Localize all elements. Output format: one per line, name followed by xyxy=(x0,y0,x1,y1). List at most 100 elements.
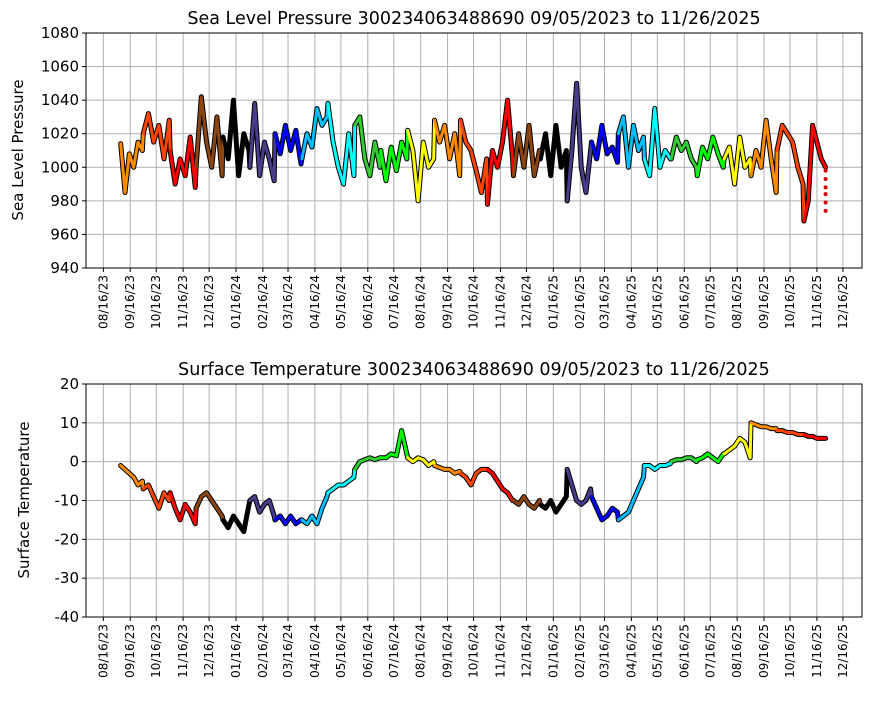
temperature-series-segment xyxy=(616,464,646,522)
pressure-end-marker xyxy=(823,185,828,190)
pressure-x-tick-label: 12/16/23 xyxy=(202,275,216,329)
pressure-y-tick-label: 1080 xyxy=(41,24,79,42)
pressure-x-tick-label: 10/16/25 xyxy=(783,275,797,329)
temperature-series-segment xyxy=(565,467,593,506)
pressure-end-marker xyxy=(823,177,828,182)
temperature-x-tick-label: 09/16/23 xyxy=(123,624,137,678)
temperature-x-tick-label: 10/16/25 xyxy=(783,624,797,678)
temperature-series-segment xyxy=(168,491,198,526)
pressure-series-segment xyxy=(168,135,198,189)
pressure-y-tick-label: 1060 xyxy=(41,58,79,76)
temperature-series-segment xyxy=(589,495,620,522)
pressure-y-tick-label: 1000 xyxy=(41,158,79,176)
pressure-x-tick-label: 08/16/24 xyxy=(414,275,428,329)
pressure-x-tick-label: 08/16/23 xyxy=(96,275,110,329)
pressure-x-tick-label: 09/16/25 xyxy=(757,275,771,329)
pressure-x-tick-label: 12/16/25 xyxy=(836,275,850,329)
pressure-end-marker xyxy=(823,192,828,197)
pressure-series-segment xyxy=(749,118,779,194)
temperature-series-segment xyxy=(119,464,145,491)
pressure-series-segment xyxy=(669,135,699,178)
pressure-x-tick-label: 03/16/25 xyxy=(597,275,611,329)
temperature-series-segment xyxy=(194,491,225,522)
pressure-series-segment xyxy=(459,118,489,206)
pressure-series-segment xyxy=(194,95,225,178)
pressure-x-tick-label: 02/16/24 xyxy=(256,275,270,329)
pressure-x-tick-label: 12/16/24 xyxy=(519,275,533,329)
pressure-series-segment xyxy=(695,135,726,178)
temperature-series-segment xyxy=(538,467,569,514)
temperature-x-tick-label: 12/16/25 xyxy=(836,624,850,678)
pressure-series-segment xyxy=(775,123,806,223)
temperature-x-tick-label: 10/16/24 xyxy=(467,624,481,678)
pressure-x-tick-label: 11/16/23 xyxy=(176,275,190,329)
temperature-x-tick-label: 08/16/25 xyxy=(730,624,744,678)
pressure-x-tick-label: 10/16/23 xyxy=(149,275,163,329)
temperature-series-segment xyxy=(669,456,699,464)
temperature-x-tick-label: 05/16/24 xyxy=(334,624,348,678)
temperature-x-tick-label: 08/16/24 xyxy=(414,624,428,678)
pressure-series-segment xyxy=(802,123,828,223)
pressure-x-tick-label: 02/16/25 xyxy=(573,275,587,329)
pressure-y-tick-label: 1040 xyxy=(41,91,79,109)
temperature-x-tick-label: 01/16/24 xyxy=(229,624,243,678)
pressure-series-segment xyxy=(379,128,410,183)
temperature-x-tick-label: 08/16/23 xyxy=(96,624,110,678)
pressure-x-tick-label: 07/16/25 xyxy=(703,275,717,329)
temperature-series-segment xyxy=(406,456,437,468)
temperature-series-segment xyxy=(141,483,172,510)
pressure-series-segment xyxy=(221,98,252,178)
temperature-series-segment xyxy=(248,495,277,522)
pressure-y-axis-label: Sea Level Pressure xyxy=(9,79,27,220)
temperature-x-tick-label: 12/16/23 xyxy=(202,624,216,678)
pressure-x-tick-label: 04/16/25 xyxy=(624,275,638,329)
pressure-end-marker xyxy=(823,208,828,213)
temperature-x-tick-label: 07/16/24 xyxy=(387,624,401,678)
pressure-x-tick-label: 01/16/24 xyxy=(229,275,243,329)
temperature-x-tick-label: 04/16/25 xyxy=(624,624,638,678)
pressure-x-tick-label: 03/16/24 xyxy=(281,275,295,329)
pressure-x-tick-label: 11/16/25 xyxy=(810,275,824,329)
pressure-series-segment xyxy=(722,135,753,186)
pressure-series-segment xyxy=(273,123,304,166)
pressure-series-segment xyxy=(511,123,542,178)
temperature-x-tick-label: 03/16/25 xyxy=(597,624,611,678)
temperature-series-segment xyxy=(221,499,252,534)
pressure-series-segment xyxy=(538,123,569,203)
pressure-x-tick-label: 08/16/25 xyxy=(730,275,744,329)
temperature-series-segment xyxy=(326,467,357,495)
pressure-axes-frame xyxy=(85,32,863,269)
temperature-y-axis-label: Surface Temperature xyxy=(15,422,33,579)
pressure-x-tick-label: 05/16/25 xyxy=(650,275,664,329)
pressure-end-marker xyxy=(823,168,828,173)
pressure-x-tick-label: 11/16/24 xyxy=(493,275,507,329)
pressure-x-tick-label: 01/16/25 xyxy=(546,275,560,329)
temperature-y-tick-label: 0 xyxy=(69,453,79,471)
temperature-x-tick-label: 11/16/24 xyxy=(493,624,507,678)
pressure-series-segment xyxy=(119,132,145,194)
pressure-x-tick-label: 04/16/24 xyxy=(308,275,322,329)
temperature-x-tick-label: 09/16/24 xyxy=(441,624,455,678)
pressure-x-tick-label: 06/16/24 xyxy=(361,275,375,329)
temperature-series-segment xyxy=(802,432,828,440)
pressure-y-tick-label: 940 xyxy=(50,259,79,277)
pressure-y-tick-label: 960 xyxy=(50,225,79,243)
pressure-x-tick-label: 07/16/24 xyxy=(387,275,401,329)
pressure-series-segment xyxy=(248,102,277,183)
pressure-y-tick-label: 1020 xyxy=(41,125,79,143)
temperature-x-tick-label: 01/16/25 xyxy=(546,624,560,678)
temperature-x-tick-label: 10/16/23 xyxy=(149,624,163,678)
temperature-x-tick-label: 04/16/24 xyxy=(308,624,322,678)
pressure-subplot: Sea Level Pressure 300234063488690 09/05… xyxy=(9,9,863,329)
pressure-x-tick-label: 09/16/24 xyxy=(441,275,455,329)
temperature-x-tick-label: 02/16/24 xyxy=(256,624,270,678)
pressure-end-marker xyxy=(823,200,828,205)
pressure-series-segment xyxy=(565,81,593,203)
temperature-series-segment xyxy=(642,460,673,471)
temperature-series-segment xyxy=(379,429,410,460)
temperature-x-tick-label: 09/16/25 xyxy=(757,624,771,678)
temperature-x-tick-label: 06/16/25 xyxy=(677,624,691,678)
pressure-x-tick-label: 09/16/23 xyxy=(123,275,137,329)
temperature-series-segment xyxy=(749,421,779,433)
